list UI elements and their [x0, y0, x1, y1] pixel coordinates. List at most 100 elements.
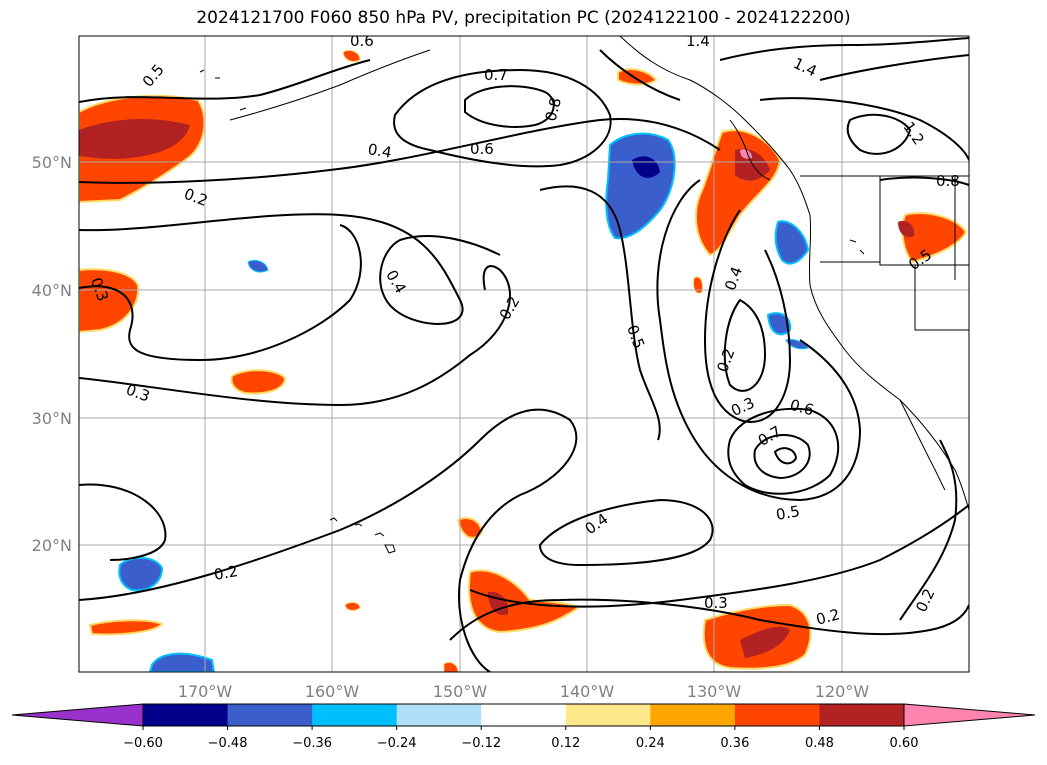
contour-line [79, 265, 511, 407]
colorbar-segment [227, 704, 313, 726]
precip-area-hawaii-n [456, 517, 484, 539]
contour-line [538, 498, 714, 567]
precip-area-33n [230, 369, 287, 395]
contour-label: 1.4 [686, 32, 710, 50]
contour-line [79, 59, 371, 103]
figure-title: 2024121700 F060 850 hPa PV, precipitatio… [196, 8, 851, 28]
contour-line [469, 504, 969, 608]
colorbar-tick-label: 0.12 [551, 736, 580, 751]
map-frame [78, 35, 970, 673]
contour-line [599, 49, 681, 101]
contour-line [773, 447, 798, 465]
coastline-west-us [808, 214, 969, 511]
lon-label: 160°W [305, 682, 360, 701]
contour-line [723, 298, 767, 392]
contour-line [753, 433, 811, 480]
contour-label: 0.6 [788, 396, 816, 420]
pv-contours [79, 37, 969, 672]
latitude-labels: 50°N 40°N 30°N 20°N [32, 153, 72, 555]
map-gridlines [79, 36, 969, 672]
colorbar-tick-label: −0.60 [123, 736, 163, 751]
lat-label: 50°N [32, 153, 72, 172]
precip-core-se [740, 626, 790, 658]
coastline-baja [899, 399, 946, 491]
colorbar-tick-label: −0.48 [208, 736, 248, 751]
contour-line [819, 54, 969, 81]
contour-label: 0.2 [213, 562, 240, 584]
colorbar-segment [565, 704, 651, 726]
gulf-islands [199, 69, 865, 255]
colorbar-segment [734, 704, 820, 726]
map-panel: 0.5 0.4 0.2 0.3 0.6 0.7 0.8 1.4 1.2 0.4 … [79, 32, 969, 672]
contour-line [79, 213, 501, 325]
colorbar-segment [650, 704, 736, 726]
precip-area-tiny-a [344, 601, 361, 611]
colorbar-segment [143, 704, 229, 726]
coastline-aleutians [229, 49, 431, 121]
lon-label: 170°W [178, 682, 233, 701]
contour-line [656, 179, 862, 502]
colorbar-segment [396, 704, 482, 726]
contour-line [703, 209, 792, 423]
precip-core-nw [79, 118, 190, 159]
precip-area-south [468, 569, 580, 634]
colorbar-tick-label: 0.24 [636, 736, 665, 751]
precip-area-small-35n [693, 276, 703, 294]
precip-area-tiny-d [443, 661, 459, 672]
coastline-alaska [619, 36, 811, 216]
contour-line [759, 97, 969, 161]
contour-label: 0.6 [350, 32, 374, 50]
precip-neg-coast-b [766, 312, 792, 336]
contour-line [79, 483, 167, 561]
colorbar-tick-label: 0.36 [720, 736, 749, 751]
colorbar-tick-label: −0.36 [292, 736, 332, 751]
colorbar-tick-label: 0.48 [805, 736, 834, 751]
contour-label: 0.6 [470, 140, 494, 158]
lon-label: 120°W [815, 682, 870, 701]
precip-area-inland [901, 212, 968, 264]
lat-label: 20°N [32, 536, 72, 555]
lat-label: 30°N [32, 409, 72, 428]
contour-label: 0.3 [704, 594, 728, 612]
contour-label: 0.5 [775, 502, 802, 524]
colorbar-tick-label: −0.24 [377, 736, 417, 751]
contour-line [79, 224, 362, 362]
contour-line [79, 408, 578, 672]
contour-label: 0.7 [484, 66, 508, 84]
longitude-labels: 170°W 160°W 150°W 140°W 130°W 120°W [178, 682, 870, 701]
lon-label: 130°W [687, 682, 742, 701]
contour-line [846, 113, 912, 155]
precip-neg-s [148, 652, 216, 672]
hawaii-islands [329, 517, 396, 554]
contour-line [449, 598, 969, 641]
colorbar: −0.60 −0.48 −0.36 −0.24 −0.12 0.12 0.24 0.36 0.4… [11, 703, 1036, 751]
contour-label: 0.4 [366, 140, 393, 162]
colorbar-segment [481, 704, 567, 726]
coastline-bc-islands [729, 119, 771, 181]
precip-neg-small [247, 259, 269, 273]
border-states-1 [879, 176, 969, 266]
contour-label: 0.8 [542, 96, 566, 124]
colorbar-extend-min [11, 703, 144, 727]
coastlines [199, 36, 969, 554]
precip-area-sw [88, 619, 164, 636]
contour-label: 0.8 [936, 172, 960, 190]
lon-label: 140°W [560, 682, 615, 701]
precip-neg-sw [118, 556, 164, 592]
contour-line [719, 37, 969, 61]
map-background [79, 36, 969, 672]
contour-line [464, 85, 555, 128]
precip-neg-tiny [785, 339, 809, 350]
lat-label: 40°N [32, 281, 72, 300]
colorbar-extend-max [903, 703, 1036, 727]
precip-core-inland [898, 220, 915, 238]
precip-area-tiny-b [342, 49, 361, 63]
precip-neg-gulf [605, 132, 676, 240]
precip-area-w40 [79, 268, 140, 334]
precip-neg-coast [774, 220, 810, 265]
colorbar-segment [819, 704, 905, 726]
colorbar-segment [312, 704, 398, 726]
contour-line [879, 176, 969, 186]
